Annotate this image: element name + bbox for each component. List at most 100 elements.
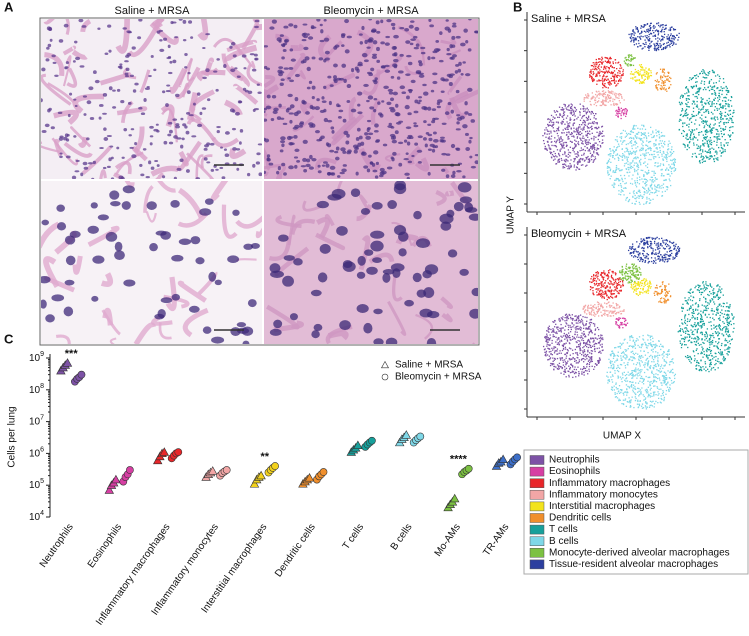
- umap-dot: [587, 346, 590, 349]
- umap-dot: [568, 165, 570, 167]
- umap-dot: [722, 129, 725, 131]
- umap-dot: [690, 307, 692, 309]
- umap-dot: [602, 338, 604, 341]
- nucleus: [54, 74, 59, 77]
- umap-dot: [718, 108, 720, 110]
- umap-dot: [719, 106, 722, 108]
- umap-dot: [605, 79, 608, 82]
- umap-dot: [728, 346, 730, 348]
- umap-dot: [651, 187, 653, 189]
- umap-dot: [655, 44, 657, 47]
- umap-dot: [562, 316, 564, 318]
- nucleus: [336, 175, 341, 178]
- umap-dot: [705, 300, 707, 302]
- umap-dot: [689, 141, 691, 143]
- umap-dot: [601, 93, 603, 95]
- umap-dot: [682, 303, 684, 305]
- umap-dot: [684, 300, 687, 302]
- umap-dot: [602, 61, 604, 63]
- umap-dot: [643, 43, 645, 46]
- nucleus: [415, 70, 422, 74]
- umap-dot: [560, 157, 563, 160]
- umap-dot: [725, 329, 727, 331]
- tissue: [124, 181, 135, 188]
- umap-dot: [573, 118, 576, 121]
- umap-dot: [633, 157, 635, 160]
- umap-dot: [595, 65, 597, 67]
- umap-dot: [556, 367, 559, 370]
- nucleus: [338, 109, 344, 113]
- umap-dot: [729, 139, 732, 141]
- umap-dot: [719, 362, 721, 365]
- umap-dot: [565, 314, 567, 316]
- umap-dot: [573, 337, 575, 340]
- umap-dot: [564, 329, 566, 331]
- umap-dot: [693, 75, 696, 77]
- umap-dot: [623, 99, 625, 101]
- umap-dot: [565, 159, 567, 161]
- umap-dot: [700, 331, 702, 333]
- nucleus: [92, 160, 96, 165]
- umap-dot: [716, 97, 719, 99]
- umap-dot: [702, 366, 704, 368]
- umap-dot: [557, 159, 559, 161]
- umap-dot: [660, 39, 663, 41]
- umap-dot: [729, 305, 731, 307]
- umap-dot: [713, 303, 716, 305]
- nucleus: [463, 28, 468, 33]
- umap-dot: [614, 98, 616, 101]
- umap-dot: [613, 146, 615, 148]
- nucleus: [278, 103, 282, 108]
- umap-dot: [707, 349, 709, 351]
- umap-dot: [706, 340, 709, 342]
- umap-dot: [721, 90, 724, 92]
- umap-dot: [555, 141, 557, 144]
- umap-dot: [607, 87, 609, 89]
- umap-dot: [638, 161, 641, 163]
- umap-dot: [589, 319, 591, 321]
- umap-dot: [591, 111, 593, 113]
- umap-dot: [581, 129, 584, 131]
- tissue: [447, 75, 463, 96]
- umap-dot: [607, 95, 609, 97]
- umap-dot: [616, 136, 618, 138]
- umap-dot: [718, 288, 720, 290]
- umap-dot: [630, 153, 633, 155]
- umap-dot: [609, 155, 611, 157]
- umap-dot: [732, 318, 734, 320]
- nucleus: [64, 235, 76, 245]
- umap-dot: [561, 366, 564, 369]
- umap-dot: [678, 128, 681, 131]
- umap-dot: [649, 26, 652, 29]
- umap-dot: [659, 26, 661, 28]
- nucleus: [406, 95, 410, 100]
- nucleus: [75, 159, 80, 162]
- umap-dot: [715, 332, 717, 335]
- umap-dot: [671, 38, 673, 40]
- nucleus: [360, 208, 371, 215]
- umap-dot: [562, 344, 565, 346]
- nucleus: [445, 174, 450, 179]
- umap-dot: [639, 162, 642, 164]
- umap-dot: [632, 33, 634, 35]
- umap-dot: [582, 105, 584, 107]
- umap-dot: [598, 79, 601, 82]
- nucleus: [202, 76, 207, 80]
- umap-dot: [558, 368, 560, 370]
- umap-dot: [723, 144, 725, 146]
- nucleus: [407, 134, 413, 138]
- umap-dot: [576, 352, 578, 354]
- umap-dot: [719, 77, 721, 80]
- umap-dot: [699, 368, 701, 371]
- umap-dot: [703, 126, 705, 129]
- umap-dot: [701, 114, 703, 116]
- umap-dot: [649, 202, 651, 204]
- umap-dot: [560, 317, 562, 319]
- umap-dot: [669, 28, 672, 31]
- nucleus: [215, 88, 219, 92]
- umap-dot: [648, 193, 651, 195]
- umap-dot: [574, 110, 577, 112]
- umap-dot: [594, 329, 597, 331]
- umap-dot: [585, 143, 588, 146]
- nucleus: [330, 126, 335, 130]
